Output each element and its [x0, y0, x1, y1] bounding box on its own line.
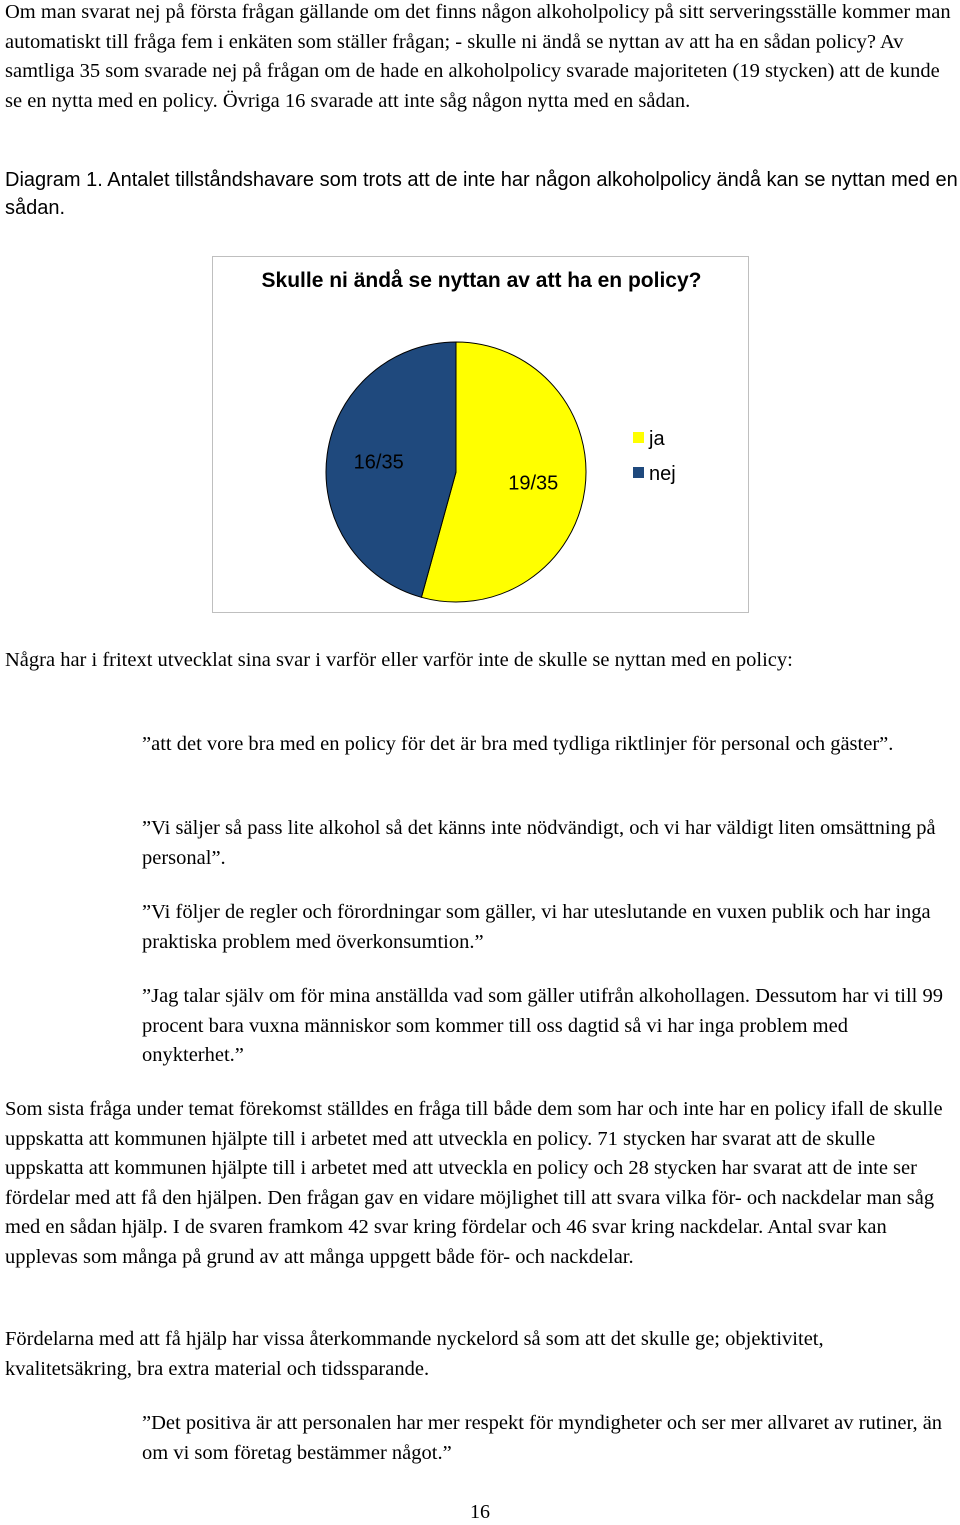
legend-swatch-nej: [633, 467, 644, 478]
diagram-caption: Diagram 1. Antalet tillståndshavare som …: [5, 169, 958, 219]
pie-data-label-ja: 19/35: [508, 472, 558, 494]
quote-2: ”Vi säljer så pass lite alkohol så det k…: [142, 817, 936, 869]
quote-1: ”att det vore bra med en policy för det …: [142, 733, 894, 755]
chart-title: Skulle ni ändå se nyttan av att ha en po…: [261, 269, 702, 292]
legend-label-ja: ja: [648, 428, 665, 450]
pie-slice-nej: [325, 341, 457, 598]
quote-4: ”Jag talar själv om för mina anställda v…: [142, 985, 944, 1066]
final-question-paragraph: Som sista fråga under temat förekomst st…: [5, 1098, 943, 1268]
page-number: 16: [470, 1501, 490, 1523]
advantages-paragraph: Fördelarna med att få hjälp har vissa åt…: [5, 1328, 824, 1380]
quote-3: ”Vi följer de regler och förordningar so…: [142, 901, 931, 953]
pie-data-label-nej: 16/35: [354, 452, 404, 474]
legend-label-nej: nej: [649, 463, 676, 485]
pie-slice-ja: [420, 341, 587, 603]
pie-chart: Skulle ni ändå se nyttan av att ha en po…: [212, 256, 749, 613]
freetext-intro: Några har i fritext utvecklat sina svar …: [5, 649, 793, 671]
legend-swatch-ja: [633, 432, 644, 443]
pie-chart-svg: 19/35 16/35 ja nej: [325, 341, 676, 603]
intro-paragraph: Om man svarat nej på första frågan gälla…: [5, 1, 951, 112]
quote-5: ”Det positiva är att personalen har mer …: [142, 1412, 943, 1464]
